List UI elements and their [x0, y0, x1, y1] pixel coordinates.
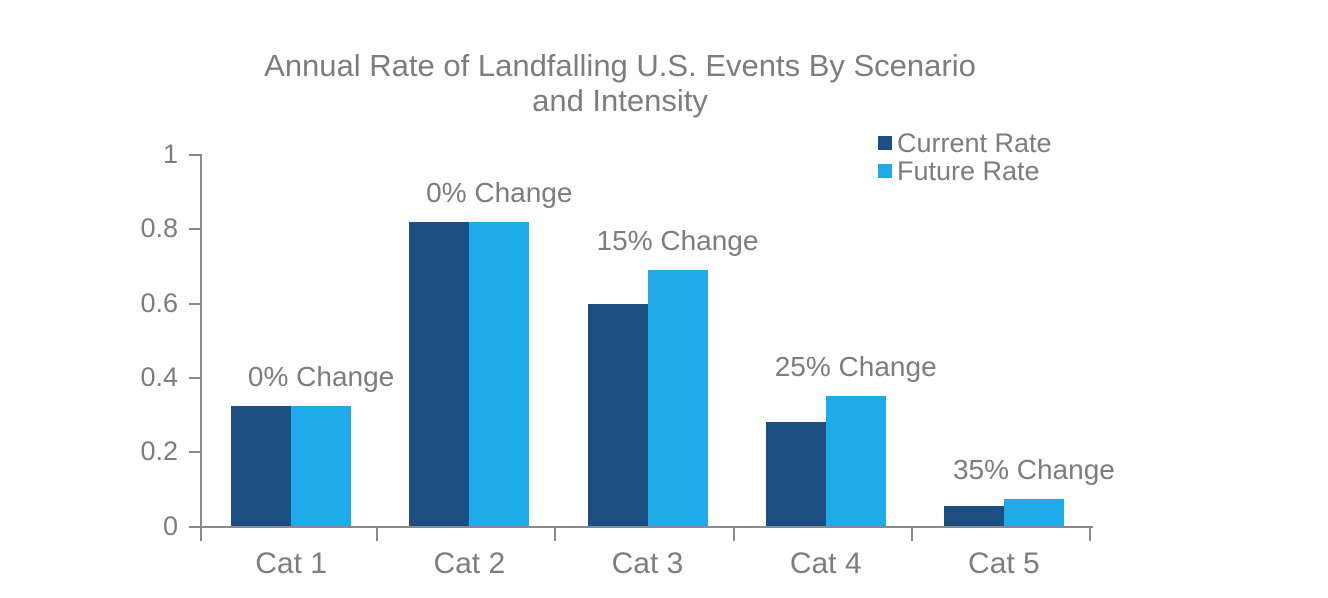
x-tick: [1089, 527, 1091, 541]
bar-current-rate: [943, 506, 1004, 527]
change-annotation: 0% Change: [247, 360, 395, 392]
x-category-label: Cat 2: [433, 546, 506, 580]
y-tick: [189, 302, 200, 305]
bar-current-rate: [765, 422, 826, 527]
legend-swatch-current-icon: [878, 136, 892, 150]
change-annotation: 35% Change: [952, 454, 1115, 486]
y-axis-line: [200, 154, 202, 528]
bar-future-rate: [647, 270, 708, 527]
legend-label-future-rate: Future Rate: [897, 155, 1040, 186]
change-annotation: 0% Change: [426, 176, 573, 208]
legend: Current Rate Future Rate: [878, 127, 1052, 186]
bar-future-rate: [1003, 499, 1064, 527]
bar-current-rate: [587, 303, 648, 527]
legend-swatch-future-icon: [878, 164, 892, 178]
x-category-label: Cat 3: [611, 546, 684, 580]
x-tick: [910, 527, 913, 541]
chart-title: Annual Rate of Landfalling U.S. Events B…: [220, 48, 1020, 118]
legend-item-future-rate: Future Rate: [878, 155, 1052, 186]
bar-current-rate: [409, 221, 470, 527]
bar-current-rate: [231, 405, 292, 527]
y-tick-label: 0.2: [140, 436, 178, 467]
change-annotation: 25% Change: [774, 351, 937, 383]
x-axis-line: [200, 525, 1093, 528]
x-category-label: Cat 5: [968, 546, 1040, 580]
legend-item-current-rate: Current Rate: [878, 127, 1052, 158]
y-tick: [189, 525, 200, 528]
x-category-label: Cat 4: [789, 546, 862, 580]
y-tick-label: 1: [162, 139, 178, 169]
y-tick: [189, 154, 200, 156]
x-tick: [200, 527, 202, 541]
x-tick: [376, 527, 379, 541]
y-tick-label: 0.8: [140, 213, 178, 244]
bar-future-rate: [469, 221, 530, 527]
change-annotation: 15% Change: [596, 225, 759, 257]
x-tick: [732, 527, 735, 541]
bar-future-rate: [825, 396, 886, 527]
x-category-label: Cat 1: [255, 546, 327, 580]
y-tick: [189, 376, 200, 379]
chart-title-line1: Annual Rate of Landfalling U.S. Events B…: [264, 48, 976, 83]
y-tick-label: 0.4: [140, 361, 178, 392]
x-tick: [554, 527, 557, 541]
y-tick: [189, 451, 200, 454]
y-tick-label: 0.6: [140, 287, 178, 318]
bar-future-rate: [291, 405, 352, 527]
y-tick: [189, 228, 200, 231]
legend-label-current-rate: Current Rate: [897, 127, 1052, 158]
y-tick-label: 0: [162, 510, 178, 541]
chart-title-line2: and Intensity: [532, 83, 708, 118]
